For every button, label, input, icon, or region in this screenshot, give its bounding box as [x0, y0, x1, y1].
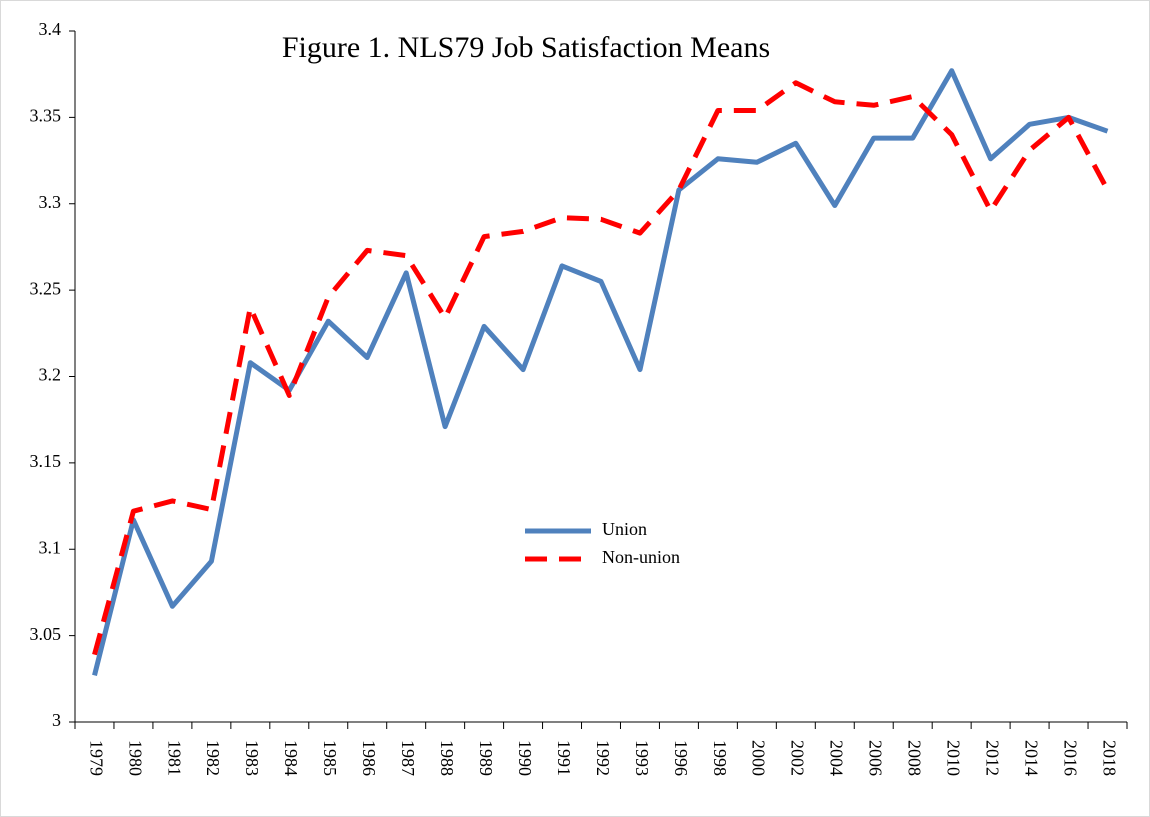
y-tick-label: 3.4	[39, 19, 62, 39]
legend-label: Union	[602, 519, 647, 539]
legend-label: Non-union	[602, 547, 680, 567]
y-tick-label: 3.15	[30, 451, 62, 471]
x-tick-label: 2010	[944, 740, 964, 776]
x-tick-label: 1983	[242, 740, 262, 776]
x-tick-label: 1981	[164, 740, 184, 776]
x-tick-label: 2004	[827, 740, 847, 776]
x-tick-label: 2002	[788, 740, 808, 776]
x-tick-label: 1984	[281, 740, 301, 776]
x-tick-label: 1987	[398, 740, 418, 776]
x-tick-label: 2006	[866, 740, 886, 776]
line-series	[92, 80, 1110, 656]
x-tick-label: 1990	[515, 740, 535, 776]
x-tick-label: 1979	[86, 740, 106, 776]
line-series	[92, 68, 1109, 677]
x-tick-label: 2000	[749, 740, 769, 776]
x-tick-label: 2016	[1060, 740, 1080, 776]
y-tick-label: 3.3	[39, 192, 62, 212]
y-tick-label: 3.25	[30, 278, 62, 298]
x-tick-label: 1988	[437, 740, 457, 776]
x-tick-label: 1982	[203, 740, 223, 776]
x-tick-label: 1998	[710, 740, 730, 776]
y-tick-label: 3.2	[39, 365, 62, 385]
x-tick-label: 1989	[476, 740, 496, 776]
x-tick-label: 2012	[983, 740, 1003, 776]
y-tick-label: 3.35	[30, 106, 62, 126]
x-tick-label: 1980	[125, 740, 145, 776]
x-tick-label: 2018	[1099, 740, 1119, 776]
y-tick-label: 3.1	[39, 537, 62, 557]
chart-title: Figure 1. NLS79 Job Satisfaction Means	[282, 31, 770, 64]
x-tick-label: 1986	[359, 740, 379, 776]
x-tick-label: 1992	[593, 740, 613, 776]
x-tick-label: 1985	[320, 740, 340, 776]
x-tick-label: 1996	[671, 740, 691, 776]
x-tick-label: 2014	[1021, 740, 1041, 776]
y-tick-label: 3.05	[30, 624, 62, 644]
y-tick-label: 3	[52, 710, 61, 730]
x-tick-label: 1993	[632, 740, 652, 776]
x-tick-label: 1991	[554, 740, 574, 776]
x-tick-label: 2008	[905, 740, 925, 776]
